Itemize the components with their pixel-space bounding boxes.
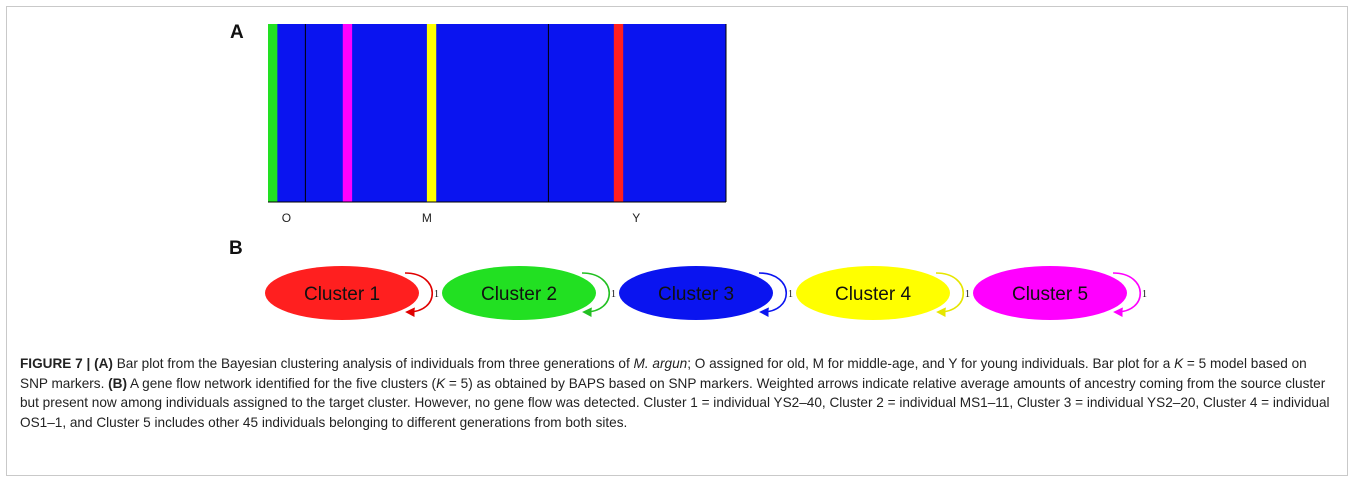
cluster-node-5: Cluster 5 1 [973,266,1147,320]
cluster-label: Cluster 3 [658,284,734,305]
individual-bar-cluster-1 [613,24,624,202]
ancestry-barplot [268,24,727,203]
cluster-ellipse [619,266,773,320]
self-loop-arrow [758,272,787,318]
bar-background-cluster-3 [268,24,726,202]
caption-b-k: K [436,375,446,391]
self-loop-arrow [404,272,433,318]
cluster-node-1: Cluster 1 1 [265,266,439,320]
cluster-node-3: Cluster 3 1 [619,266,793,320]
individual-bar-cluster-4 [426,24,437,202]
cluster-ellipse [442,266,596,320]
caption-a-label: (A) [94,356,113,371]
self-loop-arrow [581,272,610,318]
group-label-m: M [421,211,432,225]
gene-flow-network: Cluster 1 1 Cluster 2 1 Cluster 3 1 Cluster 4 1… [265,266,1147,320]
self-loop-weight: 1 [788,289,793,300]
self-loop-weight: 1 [434,289,439,300]
cluster-ellipse [796,266,950,320]
caption-a-text-2: ; O assigned for old, M for middle-age, … [687,356,1175,371]
panel-b-letter: B [229,238,243,259]
group-label-o: O [281,211,292,225]
caption-b-text-1: A gene flow network identified for the f… [127,375,437,391]
self-loop-weight: 1 [611,289,616,300]
cluster-ellipse [973,266,1127,320]
self-loop-weight: 1 [965,289,970,300]
caption-a-text-3: = 5 model based on SNP markers. [20,356,1307,391]
individual-bar-cluster-5 [342,24,353,202]
self-loop-weight: 1 [1142,289,1147,300]
cluster-ellipse [265,266,419,320]
cluster-label: Cluster 5 [1012,284,1088,305]
caption-figure-label: FIGURE 7 | [20,356,95,371]
cluster-label: Cluster 2 [481,284,557,305]
group-label-y: Y [632,211,641,225]
figure-frame [6,6,1348,476]
cluster-label: Cluster 1 [304,284,380,305]
panel-a-letter: A [230,22,244,43]
caption-b-label: (B) [108,375,128,391]
cluster-label: Cluster 4 [835,284,911,305]
figure-caption: FIGURE 7 | (A) Bar plot from the Bayesia… [20,354,1336,432]
self-loop-arrow [935,272,964,318]
caption-a-text-1: Bar plot from the Bayesian clustering an… [112,356,634,371]
self-loop-arrow [1112,272,1141,318]
individual-bar-cluster-2 [268,24,278,202]
caption-b-text-2: = 5) as obtained by BAPS based on SNP ma… [20,375,1330,430]
cluster-node-2: Cluster 2 1 [442,266,616,320]
cluster-node-4: Cluster 4 1 [796,266,970,320]
caption-species: M. argun [633,356,688,371]
caption-a-k: K [1174,356,1184,371]
